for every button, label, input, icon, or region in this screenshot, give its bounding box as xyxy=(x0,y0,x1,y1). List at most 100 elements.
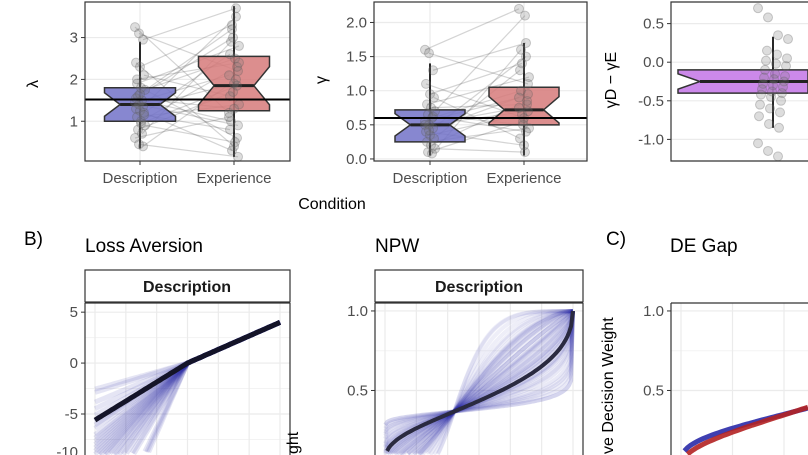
gap-point xyxy=(780,71,790,82)
npw-individual-curve xyxy=(408,309,574,455)
npw-individual-curve xyxy=(436,309,573,455)
gamma-plot-border xyxy=(373,1,588,162)
lambda-plot-point xyxy=(133,91,143,102)
lambda-plot-pair-line xyxy=(139,24,233,68)
npw-individual-curve xyxy=(383,310,575,430)
title-loss-aversion: Loss Aversion xyxy=(85,236,203,257)
gamma-plot-point xyxy=(521,51,531,62)
degap-plot-marks xyxy=(682,404,808,455)
gamma-plot-point xyxy=(428,123,438,134)
lambda-plot-point xyxy=(227,145,237,156)
gamma-plot-point xyxy=(516,44,526,55)
lambda-plot-point xyxy=(229,103,239,114)
gamma-plot-point xyxy=(524,123,534,134)
facet-label-loss: Description xyxy=(143,279,231,296)
lambda-plot-point xyxy=(233,151,243,162)
lambda-plot-point xyxy=(138,34,148,45)
lambda-plot-ytick-label: 3 xyxy=(70,30,78,47)
gamma-plot-point xyxy=(428,65,438,76)
npw-individual-curve xyxy=(383,310,575,449)
gamma-plot-point xyxy=(420,119,430,130)
gap-point xyxy=(777,88,787,99)
npw-individual-curve xyxy=(383,310,575,426)
gamma-plot-point xyxy=(521,37,531,48)
npw-individual-curve xyxy=(432,309,573,455)
gamma-plot-xtick-label: Experience xyxy=(486,170,561,187)
npw-plot-marks xyxy=(383,309,575,455)
gamma-plot-pair-line xyxy=(428,52,529,85)
lambda-plot-point xyxy=(136,116,146,127)
gamma-plot-point xyxy=(429,133,439,144)
lambda-plot-point xyxy=(130,22,140,33)
degap-plot-ytick-label: 0.5 xyxy=(643,382,664,399)
npw-individual-curve xyxy=(412,309,574,455)
panel-label-c: C) xyxy=(606,229,626,250)
gamma-plot-point xyxy=(427,148,437,159)
npw-individual-curve xyxy=(383,310,575,435)
lambda-plot-point xyxy=(231,11,241,22)
gamma-plot-ytick-label: 0.0 xyxy=(346,151,367,168)
gamma-plot-pair-line xyxy=(432,42,527,71)
gamma-plot-point xyxy=(520,147,530,158)
lambda-plot-point xyxy=(225,91,235,102)
lambda-plot-point xyxy=(134,28,144,39)
gap-point xyxy=(760,64,770,75)
lambda-plot-point xyxy=(137,128,147,139)
gap-plot-marks xyxy=(677,3,808,161)
loss-plot-ytick-label: 5 xyxy=(70,304,78,321)
gap-point xyxy=(758,78,768,89)
lambda-plot-point xyxy=(232,80,242,91)
lambda-plot-point xyxy=(138,101,148,112)
gamma-plot-box-experience xyxy=(488,86,560,126)
gamma-plot-point xyxy=(420,44,430,55)
npw-individual-curve xyxy=(426,309,573,455)
lambda-plot-bg xyxy=(85,2,290,161)
lambda-plot-point xyxy=(231,3,241,14)
npw-individual-curve xyxy=(402,309,575,455)
gap-plot-ytick-label: -0.5 xyxy=(638,93,664,110)
lambda-plot-point xyxy=(232,61,242,72)
gap-point xyxy=(763,12,773,23)
gap-point xyxy=(766,91,776,102)
lambda-plot-point xyxy=(224,70,234,81)
gamma-plot-point xyxy=(424,48,434,59)
lambda-plot-point xyxy=(230,137,240,148)
gap-point xyxy=(756,89,766,100)
lambda-plot-point xyxy=(232,132,242,143)
npw-individual-curve xyxy=(417,309,574,455)
npw-individual-curve xyxy=(383,310,575,444)
loss-plot-marks xyxy=(93,320,282,455)
lambda-plot-point xyxy=(224,107,234,118)
gap-point xyxy=(754,111,764,122)
gap-point xyxy=(775,107,785,118)
lambda-plot-point xyxy=(230,53,240,64)
gap-point xyxy=(773,30,783,41)
gamma-plot-point xyxy=(428,111,438,122)
npw-individual-curve xyxy=(389,310,575,455)
lambda-plot-point xyxy=(225,124,235,135)
title-de-gap: DE Gap xyxy=(670,236,738,257)
npw-individual-curve xyxy=(406,309,574,455)
lambda-plot-point xyxy=(229,141,239,152)
gap-point xyxy=(779,76,789,87)
lambda-plot-point xyxy=(135,105,145,116)
npw-individual-curve xyxy=(436,309,573,455)
gamma-plot-point xyxy=(426,140,436,151)
x-axis-title: Condition xyxy=(298,196,366,213)
gap-point xyxy=(755,99,765,110)
gap-point xyxy=(782,53,792,64)
lambda-plot-pair-line xyxy=(142,7,237,41)
lambda-plot-point xyxy=(227,20,237,31)
gamma-plot-point xyxy=(518,116,528,127)
gamma-plot-pair-line xyxy=(427,120,524,153)
npw-individual-curve xyxy=(398,309,575,455)
npw-individual-curve xyxy=(421,309,573,455)
gamma-plot-point xyxy=(426,102,436,113)
npw-individual-curve xyxy=(398,309,575,455)
gap-point xyxy=(770,68,780,79)
gap-point xyxy=(762,45,772,56)
lambda-plot-point xyxy=(227,24,237,35)
npw-individual-curve xyxy=(393,310,575,455)
gap-point xyxy=(773,151,783,161)
lambda-plot-point xyxy=(140,84,150,95)
